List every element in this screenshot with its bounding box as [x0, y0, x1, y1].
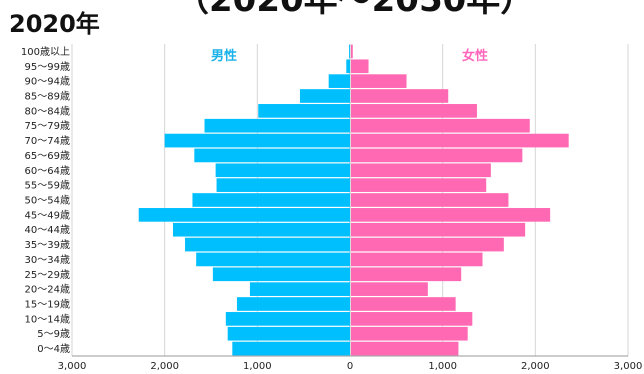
y-category-label: 5～9歳 — [37, 328, 70, 340]
bar-female — [351, 312, 473, 326]
bar-male — [173, 222, 350, 237]
bar-female — [351, 326, 468, 341]
bar-male — [185, 237, 350, 252]
y-category-label: 25～29歳 — [25, 269, 70, 281]
x-tick-label: 0 — [347, 361, 353, 372]
bar-female — [351, 178, 487, 192]
bar-female — [351, 74, 407, 88]
bar-female — [351, 133, 569, 148]
bar-male — [225, 312, 350, 326]
y-category-label: 55～59歳 — [25, 180, 70, 192]
bar-female — [351, 237, 504, 252]
y-category-label: 45～49歳 — [25, 209, 70, 221]
bar-male — [196, 252, 350, 267]
bar-female — [351, 44, 353, 59]
bar-female — [351, 104, 477, 118]
bar-male — [192, 193, 350, 207]
bar-male — [349, 44, 350, 59]
x-tick-label: 2,000 — [521, 361, 550, 372]
y-category-label: 60～64歳 — [25, 165, 70, 177]
y-category-label: 10～14歳 — [25, 313, 70, 325]
x-tick-label: 1,000 — [428, 361, 457, 372]
y-axis-labels: 0～4歳 5～9歳 10～14歳 15～19歳 20～24歳 25～29歳 30～34歳 35… — [21, 46, 70, 355]
bar-male — [204, 118, 350, 133]
bar-female — [351, 148, 523, 163]
chart-title-year: 2020年 — [9, 10, 100, 38]
bar-male — [299, 89, 350, 103]
bar-male — [194, 148, 350, 163]
y-category-label: 30～34歳 — [25, 254, 70, 266]
y-category-label: 50～54歳 — [25, 195, 70, 207]
bar-female — [351, 163, 491, 178]
bar-male — [258, 104, 350, 118]
bar-male — [215, 163, 350, 178]
bar-male — [232, 341, 350, 356]
bar-male — [328, 74, 350, 88]
bar-female — [351, 118, 530, 133]
legend-female: 女性 — [462, 48, 488, 64]
x-tick-label: 3,000 — [58, 361, 87, 372]
y-category-label: 35～39歳 — [25, 239, 70, 251]
bar-male — [236, 297, 350, 311]
bars — [138, 44, 569, 356]
y-category-label: 75～79歳 — [25, 120, 70, 132]
bar-male — [164, 133, 350, 148]
bar-female — [351, 222, 526, 237]
legend-male: 男性 — [211, 48, 237, 64]
y-category-label: 65～69歳 — [25, 150, 70, 162]
bar-male — [346, 59, 350, 74]
bar-female — [351, 208, 551, 222]
x-tick-label: 3,000 — [614, 361, 643, 372]
bar-female — [351, 282, 428, 296]
y-category-label: 0～4歳 — [37, 343, 70, 355]
bar-female — [351, 297, 456, 311]
y-category-label: 95～99歳 — [25, 61, 70, 73]
bar-female — [351, 193, 509, 207]
x-axis-ticks: 3,000 2,000 1,000 0 1,000 2,000 3,000 — [58, 361, 643, 372]
bar-female — [351, 59, 369, 74]
y-category-label: 100歳以上 — [21, 46, 70, 58]
bar-male — [249, 282, 350, 296]
bar-female — [351, 252, 483, 267]
x-tick-label: 2,000 — [150, 361, 179, 372]
y-category-label: 80～84歳 — [25, 105, 70, 117]
y-category-label: 40～44歳 — [25, 224, 70, 236]
y-category-label: 70～74歳 — [25, 135, 70, 147]
bar-male — [216, 178, 350, 192]
y-category-label: 90～94歳 — [25, 76, 70, 88]
bar-female — [351, 341, 459, 356]
bar-female — [351, 89, 449, 103]
bar-male — [227, 326, 350, 341]
y-category-label: 15～19歳 — [25, 299, 70, 311]
bar-male — [212, 267, 350, 282]
y-category-label: 85～89歳 — [25, 91, 70, 103]
bar-male — [138, 208, 350, 222]
x-tick-label: 1,000 — [243, 361, 272, 372]
bar-female — [351, 267, 462, 282]
chart-title-range: （2020年～2050年） — [175, 0, 535, 20]
y-category-label: 20～24歳 — [25, 284, 70, 296]
